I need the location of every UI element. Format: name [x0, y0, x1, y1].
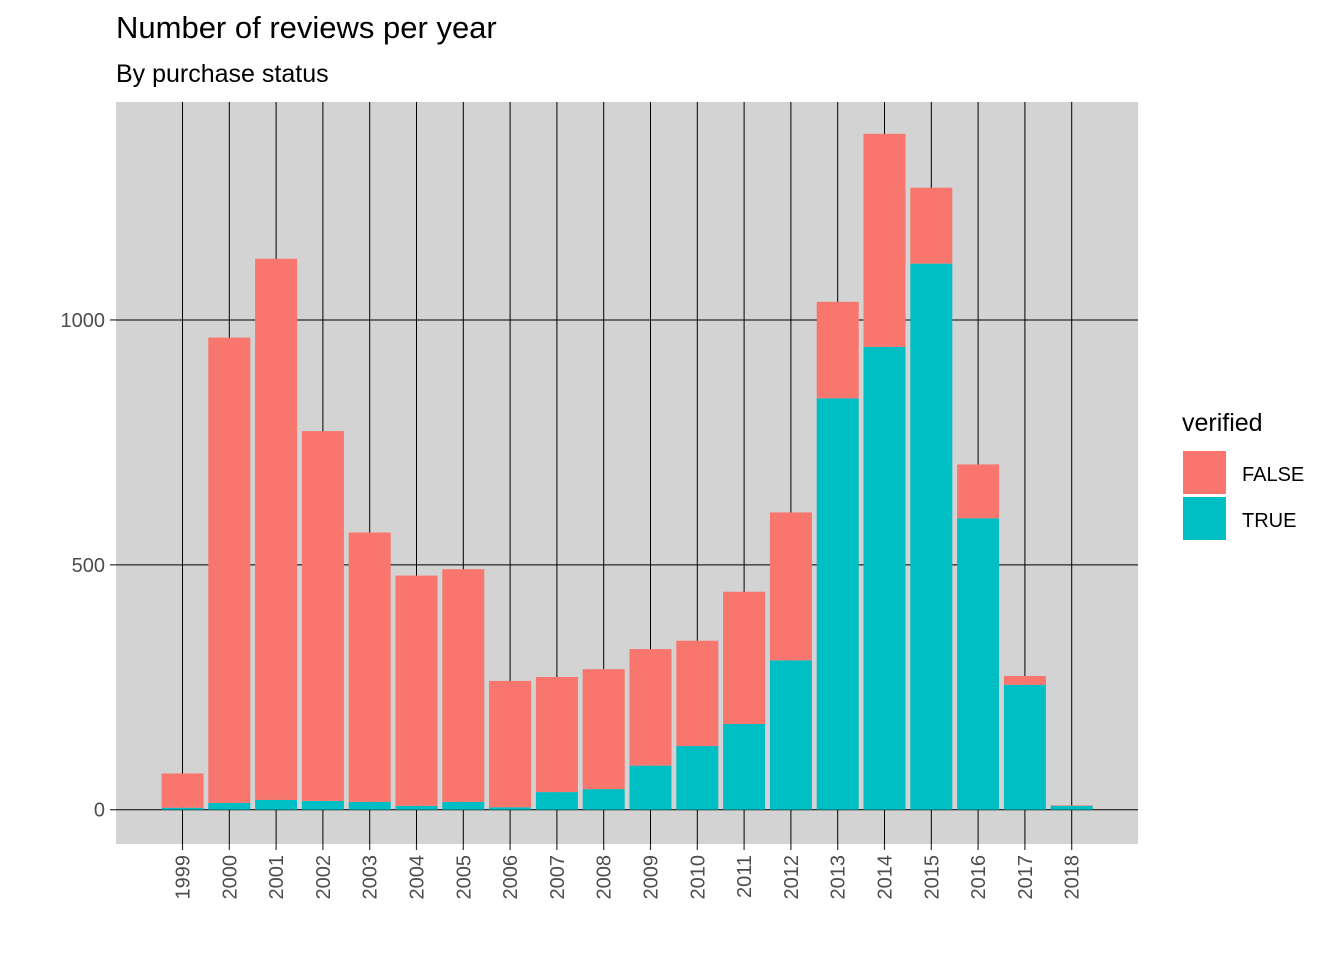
bar-true-2009: [629, 765, 672, 810]
bar-true-2007: [535, 792, 578, 810]
bar-true-2000: [208, 802, 251, 810]
x-tick-label: 2007: [547, 855, 569, 900]
bar-false-2014: [863, 133, 906, 347]
bar-false-2000: [208, 337, 251, 803]
legend-key-true: [1183, 497, 1226, 540]
y-tick-label: 500: [72, 555, 105, 577]
legend: verified FALSE TRUE: [1182, 409, 1304, 540]
bar-true-2002: [301, 800, 344, 810]
legend-key-false: [1183, 451, 1226, 494]
bar-true-2008: [582, 789, 625, 810]
bar-false-2007: [535, 676, 578, 793]
y-tick-label: 0: [94, 800, 105, 822]
bar-false-2013: [816, 301, 859, 399]
bar-true-2014: [863, 346, 906, 810]
x-tick-label: 2011: [734, 855, 756, 898]
bar-false-2012: [769, 512, 812, 661]
x-tick-label: 2012: [781, 855, 803, 900]
bars: [161, 133, 1093, 810]
bar-false-2011: [723, 591, 766, 725]
x-tick-label: 2018: [1062, 855, 1084, 900]
x-tick-label: 2010: [687, 855, 709, 900]
x-tick-label: 2005: [453, 855, 475, 900]
bar-false-2006: [489, 680, 532, 808]
x-tick-label: 2003: [360, 855, 382, 900]
bar-false-2001: [255, 258, 298, 800]
x-tick-label: 2015: [921, 855, 943, 900]
x-tick-label: 2009: [641, 855, 663, 900]
bar-false-2017: [1003, 676, 1046, 685]
bar-false-1999: [161, 773, 204, 808]
x-tick-label: 2017: [1015, 855, 1037, 900]
x-axis-ticks: 1999 2000 2001 2002 2003 2004 2005 2006 2007 2008…: [173, 844, 1084, 900]
bar-false-2009: [629, 649, 672, 766]
x-tick-label: 1999: [173, 855, 195, 900]
bar-true-2015: [910, 263, 953, 810]
y-tick-label: 1000: [61, 310, 106, 332]
bar-false-2015: [910, 187, 953, 264]
x-tick-label: 2001: [266, 855, 288, 900]
bar-true-2011: [723, 724, 766, 810]
bar-true-2017: [1003, 684, 1046, 810]
bar-true-2001: [255, 799, 298, 810]
legend-label-true: TRUE: [1242, 510, 1296, 532]
bar-true-2016: [957, 518, 1000, 810]
chart-title: Number of reviews per year: [116, 10, 497, 45]
bar-false-2016: [957, 464, 1000, 519]
bar-true-2018: [1050, 805, 1093, 810]
x-tick-label: 2008: [594, 855, 616, 900]
legend-label-false: FALSE: [1242, 464, 1304, 486]
bar-false-2005: [442, 569, 485, 802]
bar-true-2006: [489, 807, 532, 810]
bar-true-2010: [676, 746, 719, 810]
legend-title: verified: [1182, 409, 1263, 437]
bar-false-2004: [395, 575, 438, 806]
bar-true-1999: [161, 807, 204, 810]
bar-true-2012: [769, 660, 812, 810]
x-tick-label: 2006: [500, 855, 522, 900]
bar-true-2003: [348, 801, 391, 810]
bar-false-2010: [676, 640, 719, 747]
x-tick-label: 2004: [407, 855, 429, 900]
y-axis-ticks: 0 500 1000: [61, 310, 116, 822]
x-tick-label: 2016: [968, 855, 990, 900]
x-tick-label: 2014: [875, 855, 897, 900]
bar-true-2004: [395, 805, 438, 810]
x-tick-label: 2013: [828, 855, 850, 900]
x-tick-label: 2000: [219, 855, 241, 900]
bar-true-2013: [816, 398, 859, 810]
bar-false-2008: [582, 669, 625, 790]
x-tick-label: 2002: [313, 855, 335, 900]
bar-false-2002: [301, 431, 344, 801]
bar-false-2003: [348, 532, 391, 802]
chart-subtitle: By purchase status: [116, 60, 329, 88]
bar-true-2005: [442, 801, 485, 810]
